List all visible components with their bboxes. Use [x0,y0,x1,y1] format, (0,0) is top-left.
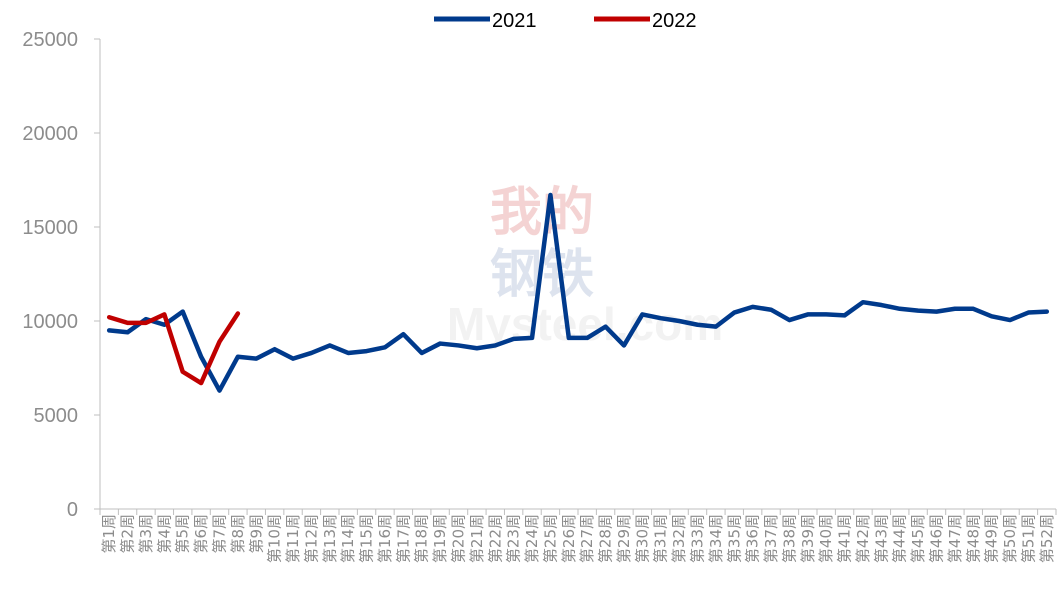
x-tick-label: 第50周 [1001,514,1019,563]
x-tick-label: 第7周 [211,514,229,554]
x-tick-label: 第25周 [541,514,559,563]
x-tick-label: 第31周 [652,514,670,563]
x-tick-label: 第35周 [725,514,743,563]
x-tick-label: 第2周 [119,514,137,554]
x-tick-label: 第22周 [486,514,504,563]
x-tick-label: 第46周 [928,514,946,563]
y-tick-label: 10000 [22,311,78,333]
x-tick-label: 第36周 [744,514,762,563]
x-tick-label: 第18周 [413,514,431,563]
x-tick-label: 第20周 [450,514,468,563]
series-layer [106,192,1050,393]
x-tick-label: 第40周 [817,514,835,563]
x-tick-label: 第5周 [174,514,192,554]
series-line-2021 [106,192,1050,393]
x-tick-label: 第3周 [137,514,155,554]
x-tick-label: 第43周 [872,514,890,563]
x-tick-label: 第28周 [597,514,615,563]
x-tick-label: 第21周 [468,514,486,563]
x-tick-label: 第23周 [505,514,523,563]
y-tick-label: 15000 [22,217,78,239]
x-tick-label: 第27周 [578,514,596,563]
x-tick-label: 第4周 [155,514,173,554]
x-tick-label: 第10周 [266,514,284,563]
x-tick-label: 第12周 [302,514,320,563]
x-tick-label: 第16周 [376,514,394,563]
x-tick-label: 第44周 [891,514,909,563]
y-axis-ticks: 0 5000 10000 15000 20000 25000 [22,29,100,521]
y-tick-label: 20000 [22,123,78,145]
x-tick-label: 第41周 [836,514,854,563]
x-tick-label: 第26周 [560,514,578,563]
x-tick-label: 第33周 [689,514,707,563]
legend-label-2021: 2021 [492,10,537,32]
x-tick-label: 第42周 [854,514,872,563]
x-tick-label: 第29周 [615,514,633,563]
x-tick-label: 第17周 [394,514,412,563]
x-tick-label: 第39周 [799,514,817,563]
x-tick-label: 第9周 [247,514,265,554]
x-tick-label: 第38周 [780,514,798,563]
x-tick-label: 第14周 [339,514,357,563]
watermark: 我的 钢铁 Mysteel.com [447,182,723,350]
y-tick-label: 25000 [22,29,78,51]
x-tick-label: 第52周 [1038,514,1056,563]
series-line-2022 [106,311,241,386]
x-tick-label: 第45周 [909,514,927,563]
x-tick-label: 第49周 [983,514,1001,563]
x-tick-label: 第6周 [192,514,210,554]
y-tick-label: 5000 [34,405,79,427]
x-tick-label: 第30周 [633,514,651,563]
x-tick-label: 第37周 [762,514,780,563]
x-tick-label: 第19周 [431,514,449,563]
x-tick-label: 第13周 [321,514,339,563]
x-tick-label: 第1周 [100,514,118,554]
x-tick-label: 第8周 [229,514,247,554]
x-tick-label: 第24周 [523,514,541,563]
x-tick-label: 第32周 [670,514,688,563]
x-tick-label: 第15周 [358,514,376,563]
x-tick-label: 第11周 [284,514,302,563]
x-tick-label: 第51周 [1019,514,1037,563]
x-tick-label: 第47周 [946,514,964,563]
legend-label-2022: 2022 [652,10,697,32]
y-tick-label: 0 [67,499,78,521]
x-tick-label: 第48周 [964,514,982,563]
watermark-line3: Mysteel.com [447,298,723,350]
x-axis-ticks: 第1周 第2周 第3周 第4周 第5周 第6周 第7周 第8周 第9周 第10周 第11周 第12周第… [99,509,1057,563]
legend: 2021 2022 [434,10,697,32]
watermark-line1: 我的 [490,182,594,243]
x-tick-label: 第34周 [707,514,725,563]
